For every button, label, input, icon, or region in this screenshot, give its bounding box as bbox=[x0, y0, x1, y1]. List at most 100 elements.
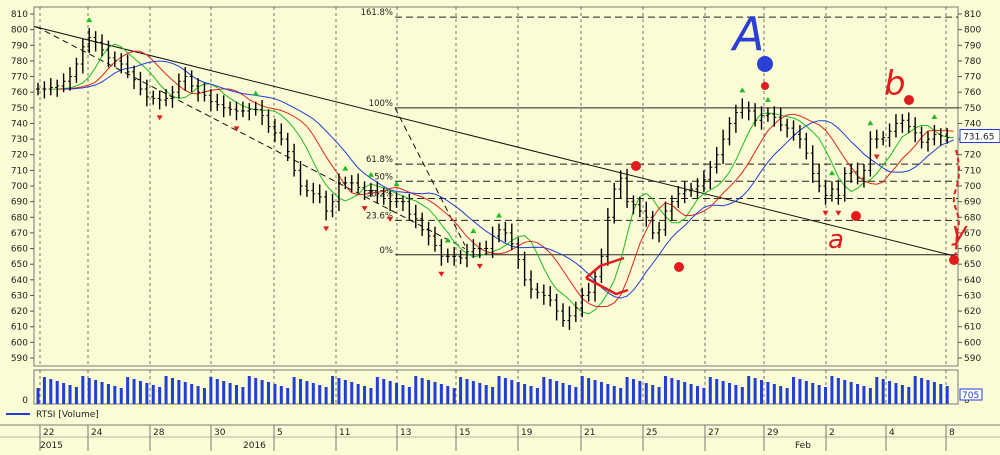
annotation-blue-dot bbox=[757, 56, 773, 72]
volume-bar bbox=[868, 388, 872, 404]
volume-bar bbox=[215, 379, 219, 404]
y-tick-label-right: 780 bbox=[964, 57, 981, 67]
volume-bar bbox=[772, 384, 776, 404]
volume-bar bbox=[190, 384, 194, 404]
volume-bar bbox=[183, 382, 187, 404]
volume-bar bbox=[503, 378, 507, 404]
y-tick-label-left: 810 bbox=[11, 10, 28, 20]
volume-bar bbox=[279, 386, 283, 404]
volume-bar bbox=[401, 385, 405, 404]
y-tick-label-left: 740 bbox=[11, 119, 28, 129]
volume-bar bbox=[612, 386, 616, 404]
y-tick-label-left: 610 bbox=[11, 323, 28, 333]
volume-bar bbox=[446, 386, 450, 404]
fractal-up-marker bbox=[86, 17, 93, 23]
volume-bar bbox=[881, 379, 885, 404]
volume-bar bbox=[350, 382, 354, 404]
volume-bar bbox=[548, 379, 552, 404]
annotation-A: A bbox=[730, 7, 764, 61]
y-tick-label-left: 760 bbox=[11, 88, 28, 98]
volume-bar bbox=[87, 378, 91, 404]
volume-bar bbox=[779, 386, 783, 404]
x-tick-label: 25 bbox=[646, 428, 657, 438]
annotation-red-dot bbox=[761, 82, 769, 90]
x-tick-label: 24 bbox=[91, 428, 103, 438]
annotation-red-dot bbox=[674, 262, 684, 272]
volume-bar bbox=[311, 383, 315, 404]
volume-bar bbox=[375, 377, 379, 404]
volume-bar bbox=[420, 378, 424, 404]
volume-bar bbox=[119, 388, 123, 404]
volume-value-box bbox=[959, 388, 983, 401]
volume-bar bbox=[689, 384, 693, 404]
y-tick-label-left: 650 bbox=[11, 260, 28, 270]
fractal-up-marker bbox=[342, 165, 349, 171]
y-tick-label-right: 690 bbox=[964, 198, 981, 208]
y-tick-label-right: 760 bbox=[964, 88, 981, 98]
volume-bar bbox=[299, 379, 303, 404]
volume-bar bbox=[94, 380, 98, 404]
volume-bar bbox=[644, 383, 648, 404]
volume-bar bbox=[843, 380, 847, 404]
volume-bar bbox=[708, 377, 712, 404]
volume-bar bbox=[529, 386, 533, 404]
volume-bar bbox=[369, 388, 373, 404]
volume-bar bbox=[900, 385, 904, 404]
volume-bar bbox=[126, 377, 130, 404]
volume-bar bbox=[599, 382, 603, 404]
volume-bar bbox=[228, 383, 232, 404]
volume-bar bbox=[555, 381, 559, 404]
x-period-label: 2015 bbox=[40, 441, 63, 451]
volume-bar bbox=[580, 376, 584, 404]
volume-bar bbox=[324, 387, 328, 404]
volume-bar bbox=[145, 383, 149, 404]
y-tick-label-left: 630 bbox=[11, 291, 28, 301]
x-tick-label: 2 bbox=[829, 428, 835, 438]
volume-bar bbox=[945, 386, 949, 404]
volume-bar bbox=[593, 380, 597, 404]
volume-bar bbox=[849, 382, 853, 404]
y-tick-label-right: 770 bbox=[964, 73, 981, 83]
hand-drawn-annotations: Ab a y bbox=[585, 7, 968, 296]
volume-bar bbox=[663, 376, 667, 404]
y-tick-label-right: 590 bbox=[964, 354, 981, 364]
x-period-label: Feb bbox=[795, 441, 811, 451]
x-tick-label: 27 bbox=[708, 428, 719, 438]
volume-bar bbox=[676, 380, 680, 404]
fibonacci-label: 0% bbox=[380, 246, 394, 256]
volume-bar bbox=[535, 388, 539, 404]
y-tick-label-right: 700 bbox=[964, 182, 981, 192]
fractal-down-marker bbox=[233, 126, 240, 132]
fibonacci-label: 50% bbox=[374, 172, 393, 182]
volume-bar bbox=[363, 386, 367, 404]
y-tick-label-left: 780 bbox=[11, 57, 28, 67]
fractal-down-marker bbox=[387, 217, 394, 223]
volume-bar bbox=[926, 380, 930, 404]
volume-bar bbox=[138, 381, 142, 404]
y-tick-label-right: 650 bbox=[964, 260, 981, 270]
volume-bar bbox=[631, 379, 635, 404]
fractal-down-marker bbox=[361, 206, 368, 212]
moving-average-line bbox=[57, 50, 954, 308]
x-tick-label: 19 bbox=[521, 428, 533, 438]
volume-bar bbox=[567, 385, 571, 404]
fractal-down-marker bbox=[835, 210, 842, 216]
y-tick-label-left: 640 bbox=[11, 276, 28, 286]
volume-bar bbox=[606, 384, 610, 404]
volume-bar bbox=[587, 378, 591, 404]
volume-bar bbox=[702, 388, 706, 404]
volume-bar bbox=[164, 376, 168, 404]
volume-bar bbox=[695, 386, 699, 404]
volume-bar bbox=[836, 378, 840, 404]
y-tick-label-right: 740 bbox=[964, 119, 981, 129]
volume-bar bbox=[439, 384, 443, 404]
volume-bar bbox=[414, 376, 418, 404]
volume-bar bbox=[68, 385, 72, 404]
trendline bbox=[394, 107, 466, 246]
volume-bar bbox=[574, 387, 578, 404]
volume-bar bbox=[273, 384, 277, 404]
y-tick-label-right: 720 bbox=[964, 151, 981, 161]
last-price-label: 731.65 bbox=[963, 133, 995, 143]
volume-bar bbox=[241, 387, 245, 404]
volume-bar bbox=[132, 379, 136, 404]
